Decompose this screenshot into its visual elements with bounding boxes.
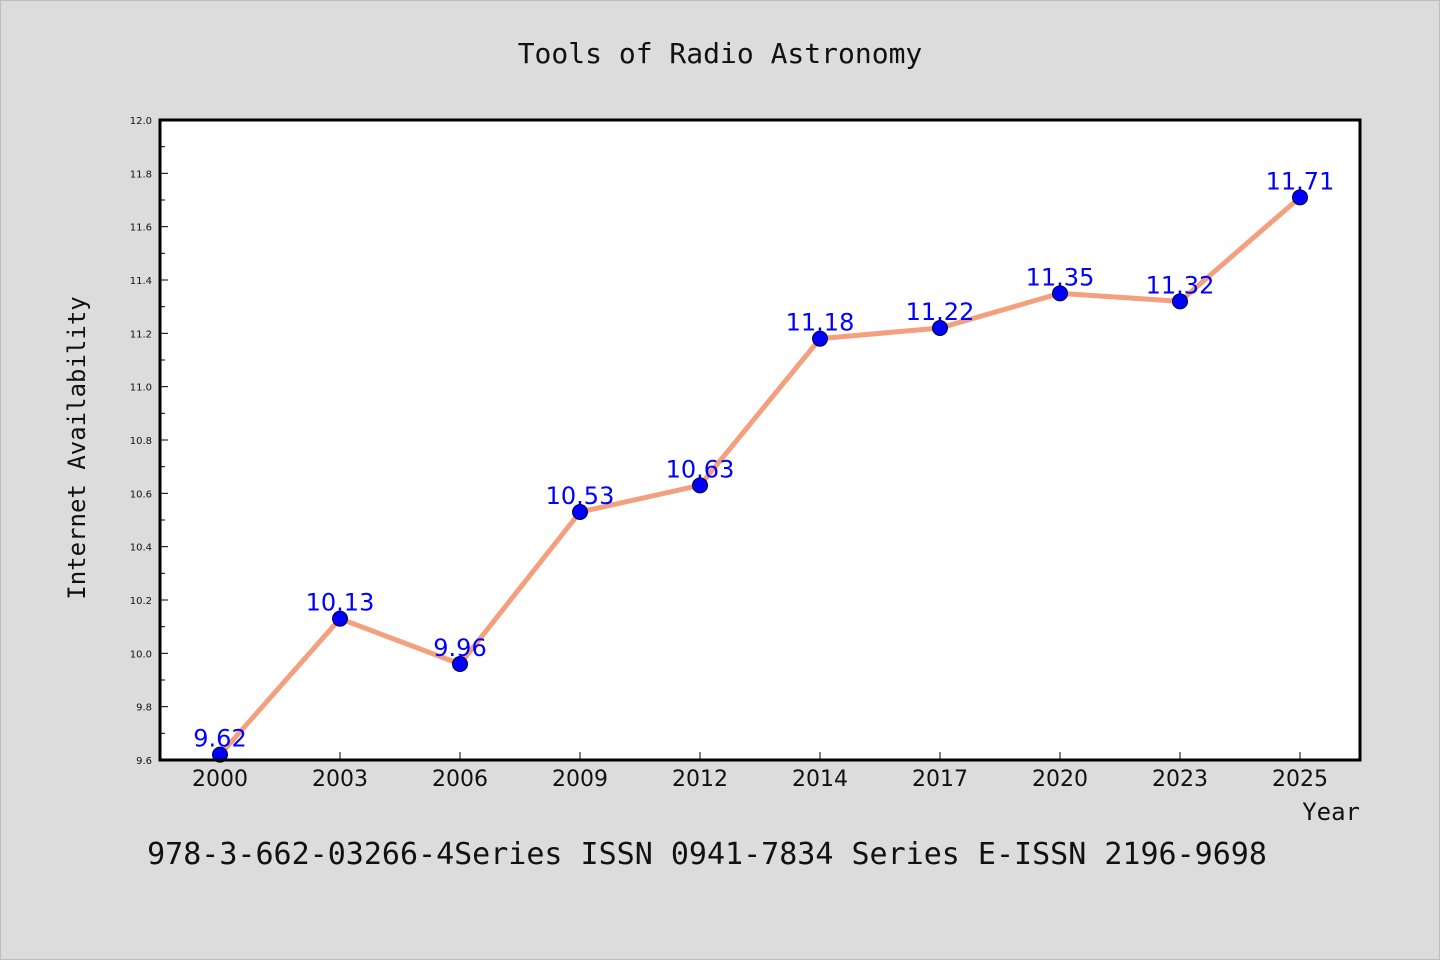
x-tick-label: 2003 bbox=[312, 767, 368, 792]
data-point-marker bbox=[332, 610, 348, 627]
plot-area bbox=[160, 120, 1360, 760]
y-axis-label: Internet Availability bbox=[63, 296, 91, 599]
data-label: 11.71 bbox=[1266, 167, 1335, 195]
y-tick-label: 9.6 bbox=[136, 756, 152, 767]
data-label: 11.35 bbox=[1026, 263, 1095, 291]
y-tick-label: 11.6 bbox=[130, 223, 152, 234]
data-point-marker bbox=[572, 504, 588, 520]
data-point-marker bbox=[1052, 285, 1068, 302]
x-axis-label: Year bbox=[1302, 798, 1360, 826]
data-label: 9.62 bbox=[193, 725, 246, 753]
data-label-layer: 9.62 10.13 9.96 10.53 10.63 11.18 11.22 11.35 11… bbox=[193, 167, 1334, 752]
y-tick-label: 9.8 bbox=[136, 703, 152, 714]
data-label: 11.22 bbox=[906, 298, 975, 326]
y-tick-label: 12.0 bbox=[130, 116, 152, 127]
x-tick-label: 2009 bbox=[552, 767, 608, 792]
y-tick-label: 11.2 bbox=[130, 329, 152, 340]
data-point-marker bbox=[932, 320, 948, 336]
x-tick-label: 2014 bbox=[792, 767, 848, 792]
chart-title: Tools of Radio Astronomy bbox=[518, 37, 923, 70]
data-label: 10.53 bbox=[546, 482, 615, 510]
x-tick-label: 2000 bbox=[192, 767, 248, 792]
data-label: 11.32 bbox=[1146, 271, 1215, 299]
y-tick-label: 11.0 bbox=[130, 383, 152, 394]
x-tick-label: 2023 bbox=[1152, 767, 1208, 792]
y-tick-label: 10.0 bbox=[130, 649, 152, 660]
y-tick-label: 10.4 bbox=[130, 543, 152, 554]
series-line bbox=[218, 195, 1302, 757]
x-tick-label: 2020 bbox=[1032, 767, 1088, 792]
plot-border bbox=[158, 118, 1362, 762]
x-tick-label: 2025 bbox=[1272, 767, 1328, 792]
y-tick-label: 11.8 bbox=[130, 169, 152, 180]
data-point-marker bbox=[1292, 189, 1308, 206]
x-tick-label: 2017 bbox=[912, 767, 968, 792]
y-axis-ticks: 9.6 9.8 10.0 10.2 10.4 10.6 10.8 11.0 11.2 11.4 11… bbox=[130, 116, 168, 767]
data-label: 9.96 bbox=[433, 634, 486, 662]
footer-isbn-text: 978-3-662-03266-4Series ISSN 0941-7834 S… bbox=[147, 837, 1267, 872]
x-tick-label: 2012 bbox=[672, 767, 728, 792]
y-tick-label: 10.2 bbox=[130, 596, 152, 607]
data-label: 11.18 bbox=[786, 309, 855, 337]
y-tick-label: 10.6 bbox=[130, 489, 152, 500]
data-point-marker bbox=[212, 746, 228, 763]
data-label: 10.13 bbox=[306, 589, 375, 617]
y-tick-label: 10.8 bbox=[130, 436, 152, 447]
data-label: 10.63 bbox=[666, 455, 735, 483]
x-tick-label: 2006 bbox=[432, 767, 488, 792]
data-point-marker bbox=[812, 330, 828, 347]
y-tick-label: 11.4 bbox=[130, 276, 152, 287]
data-point-marker bbox=[452, 656, 468, 672]
data-point-marker bbox=[1172, 293, 1188, 310]
data-point-marker bbox=[692, 477, 708, 494]
x-axis-ticks: 2000 2003 2006 2009 2012 2014 2017 2020 2023 2025 bbox=[192, 752, 1328, 792]
series-layer bbox=[212, 189, 1308, 763]
